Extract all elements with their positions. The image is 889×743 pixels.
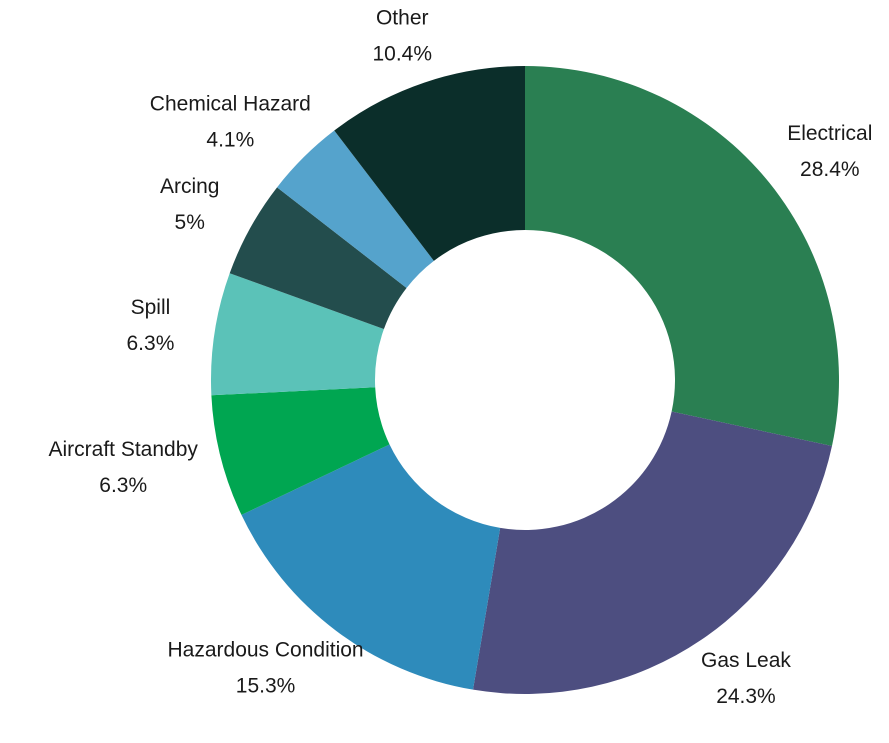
slice-value-label: 15.3%	[236, 674, 296, 697]
donut-slice	[211, 387, 390, 515]
slice-value-label: 4.1%	[206, 129, 254, 152]
slice-value-label: 6.3%	[127, 332, 175, 355]
donut-slice	[277, 130, 434, 288]
slice-label: Chemical Hazard	[150, 93, 311, 116]
slice-label: Arcing	[160, 175, 220, 198]
donut-slice	[211, 273, 384, 396]
slice-label: Electrical	[787, 122, 872, 145]
donut-slice	[473, 411, 832, 695]
slice-label: Hazardous Condition	[168, 638, 364, 661]
slice-label: Other	[376, 7, 429, 30]
donut-slice	[229, 187, 407, 330]
slice-label: Aircraft Standby	[49, 438, 199, 461]
slice-label: Spill	[131, 296, 171, 319]
donut-slice	[525, 66, 839, 447]
slice-value-label: 28.4%	[800, 158, 860, 181]
slice-value-label: 24.3%	[716, 685, 776, 708]
slice-value-label: 5%	[175, 211, 205, 234]
slice-label: Gas Leak	[701, 649, 791, 672]
slice-value-label: 10.4%	[372, 43, 432, 66]
slice-value-label: 6.3%	[99, 474, 147, 497]
donut-slice	[334, 66, 525, 261]
donut-slice	[241, 444, 501, 690]
